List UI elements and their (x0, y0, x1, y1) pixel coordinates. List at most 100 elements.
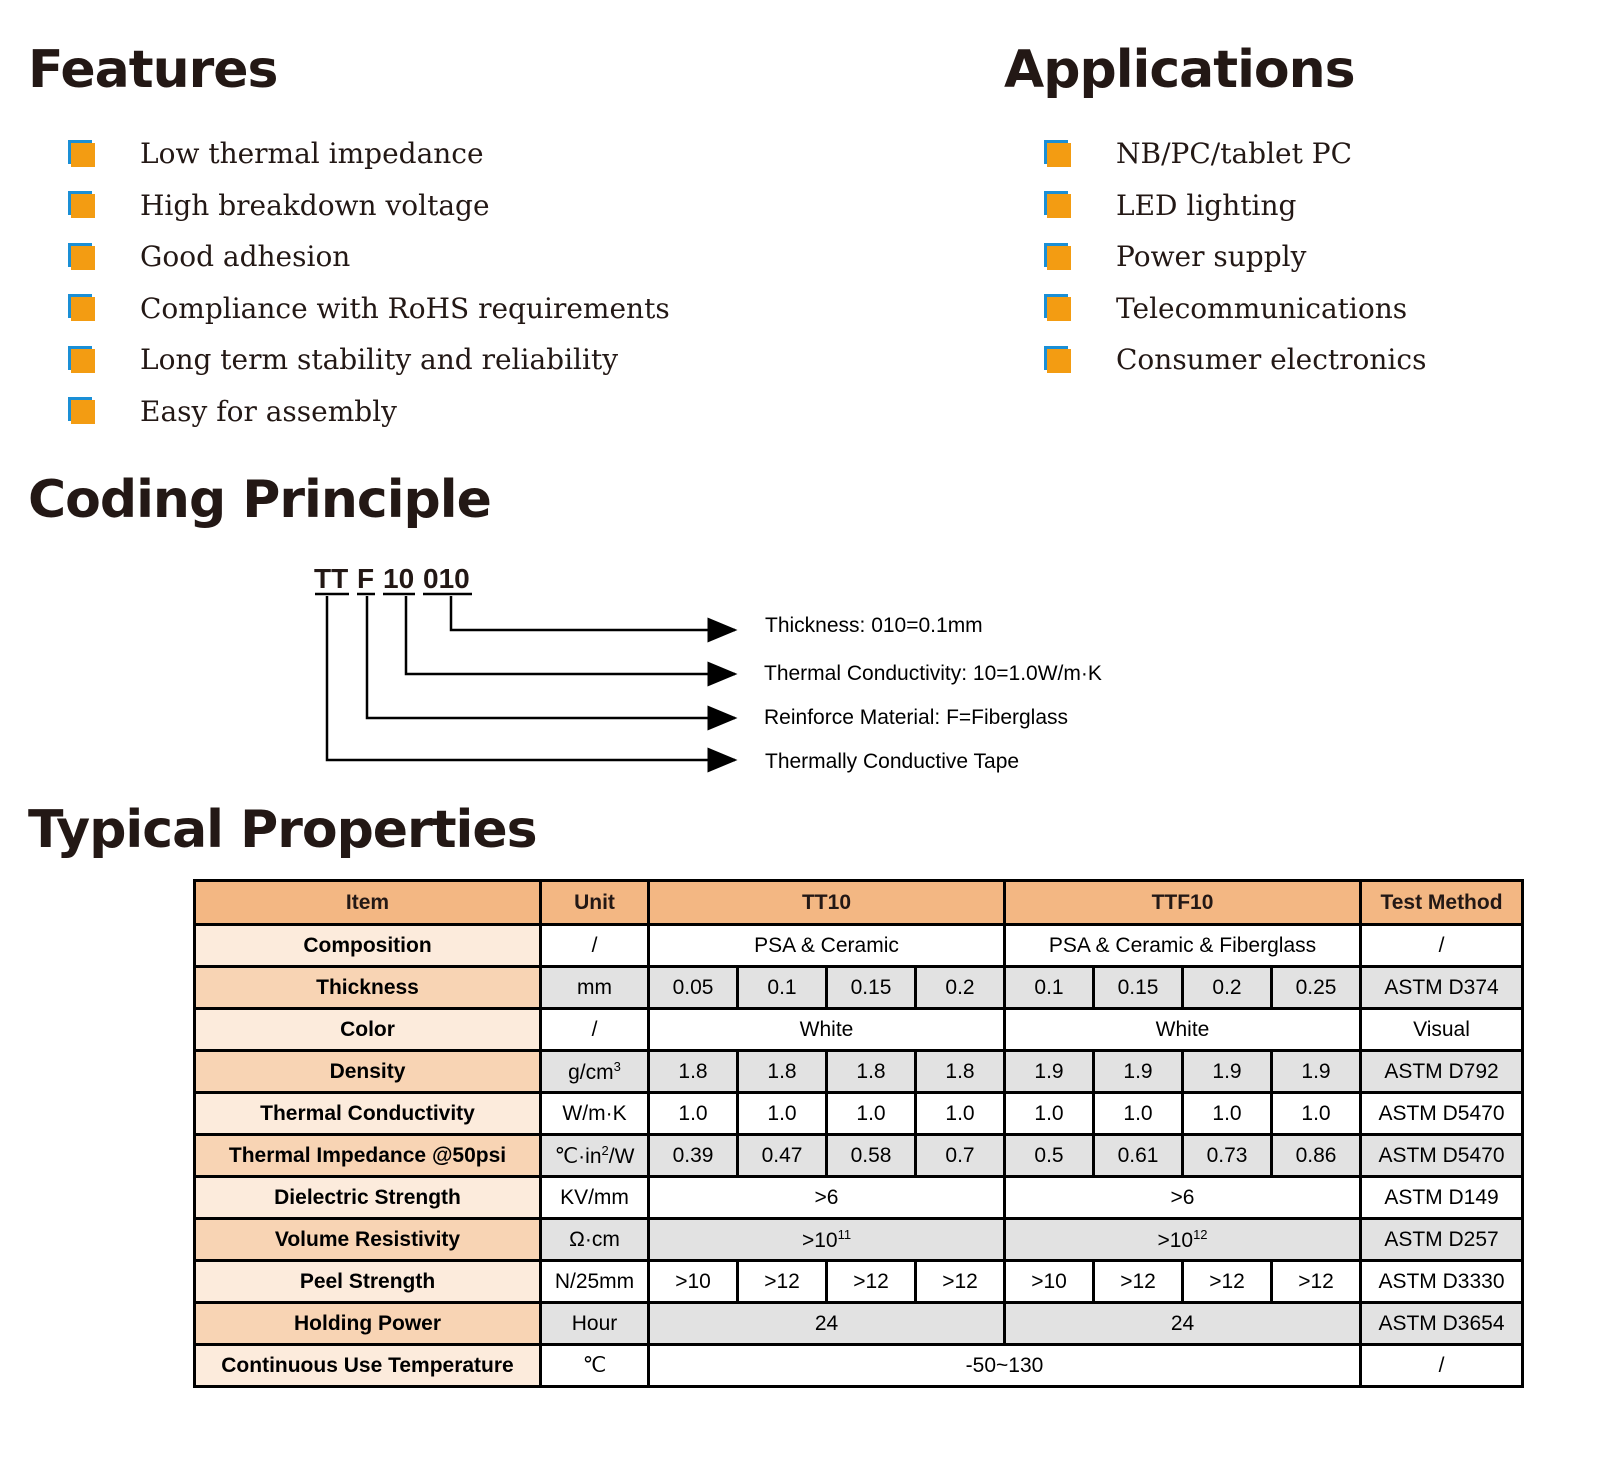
header-ttf10: TTF10 (1003, 879, 1362, 926)
table-cell: 1.9 (1181, 1049, 1273, 1094)
label-material: Reinforce Material: F=Fiberglass (764, 706, 1068, 729)
table-cell: ASTM D257 (1359, 1217, 1524, 1262)
feature-text: Compliance with RoHS requirements (140, 291, 670, 325)
cell-text: 1.9 (1212, 1059, 1242, 1083)
code-part-material: F (357, 563, 374, 594)
table-row: Thermal Impedance @50psi ℃·in2/W 0.39 0.47 0… (193, 1133, 1524, 1178)
cell-text: 0.1 (1034, 975, 1064, 999)
cell-text: 1.9 (1034, 1059, 1064, 1083)
table-cell: 1.0 (1181, 1091, 1273, 1136)
table-cell: 1.8 (647, 1049, 739, 1094)
cell-text: / (1438, 933, 1445, 957)
table-cell: 0.7 (914, 1133, 1006, 1178)
table-cell: 1.0 (736, 1091, 828, 1136)
cell-text: 0.5 (1034, 1143, 1064, 1167)
table-cell: 0.73 (1181, 1133, 1273, 1178)
table-cell: 1.8 (736, 1049, 828, 1094)
square-bullet-icon (1044, 345, 1072, 374)
cell-text: ASTM D149 (1384, 1185, 1499, 1209)
square-bullet-icon (68, 345, 96, 374)
cell-text: Volume Resistivity (274, 1227, 461, 1251)
table-cell: / (539, 1007, 650, 1052)
feature-text: Easy for assembly (140, 394, 397, 428)
table-cell: >10 (1003, 1259, 1095, 1304)
table-cell: 24 (1003, 1301, 1362, 1346)
table-cell: >10 (647, 1259, 739, 1304)
table-cell: ASTM D3330 (1359, 1259, 1524, 1304)
cell-text: 1.9 (1301, 1059, 1331, 1083)
table-cell: 1.9 (1092, 1049, 1184, 1094)
list-item: LED lighting (1036, 180, 1426, 232)
table-row: Dielectric Strength KV/mm >6 >6 ASTM D149 (193, 1175, 1524, 1220)
feature-text: High breakdown voltage (140, 188, 490, 222)
cell-text: 24 (814, 1311, 839, 1335)
table-cell: Peel Strength (193, 1259, 542, 1304)
cell-text: Thermal Impedance @50psi (228, 1143, 507, 1167)
cell-text: 0.86 (1295, 1143, 1337, 1167)
table-cell: >6 (1003, 1175, 1362, 1220)
superscript: 11 (837, 1226, 852, 1242)
superscript: 3 (613, 1058, 621, 1074)
applications-list: NB/PC/tablet PC LED lighting Power suppl… (1036, 128, 1426, 386)
cell-text: Thermal Conductivity (260, 1101, 475, 1125)
cell-text: 1.8 (856, 1059, 886, 1083)
square-bullet-icon (68, 191, 96, 219)
cell-text: Composition (303, 933, 432, 957)
cell-text: 1.0 (678, 1101, 708, 1125)
table-cell: Dielectric Strength (193, 1175, 542, 1220)
list-item: Easy for assembly (60, 386, 670, 438)
table-cell: Holding Power (193, 1301, 542, 1346)
cell-text: Continuous Use Temperature (221, 1353, 514, 1377)
cell-text: ASTM D5470 (1378, 1143, 1505, 1167)
table-cell: / (1359, 923, 1524, 968)
cell-text: 0.15 (1117, 975, 1159, 999)
label-conductivity: Thermal Conductivity: 10=1.0W/m·K (764, 662, 1102, 685)
applications-title: Applications (1004, 40, 1356, 100)
table-cell: ASTM D792 (1359, 1049, 1524, 1094)
table-cell: Color (193, 1007, 542, 1052)
header-item: Item (193, 879, 542, 926)
cell-text: 1.0 (767, 1101, 797, 1125)
square-bullet-icon (68, 294, 96, 322)
cell-text: 1.8 (767, 1059, 797, 1083)
table-cell: 1.9 (1270, 1049, 1362, 1094)
list-item: Power supply (1036, 231, 1426, 283)
cell-text: >12 (764, 1269, 800, 1293)
cell-text: >12 (1209, 1269, 1245, 1293)
cell-text: >12 (942, 1269, 978, 1293)
cell-text: N/25mm (554, 1269, 635, 1293)
table-cell: 0.25 (1270, 965, 1362, 1010)
table-cell: mm (539, 965, 650, 1010)
table-cell: 0.1 (1003, 965, 1095, 1010)
cell-text: 0.2 (1212, 975, 1242, 999)
cell-text: 1.9 (1123, 1059, 1153, 1083)
table-cell: 0.39 (647, 1133, 739, 1178)
cell-text: >12 (1120, 1269, 1156, 1293)
table-cell: 0.15 (825, 965, 917, 1010)
table-cell: 1.9 (1003, 1049, 1095, 1094)
cell-text: 0.73 (1206, 1143, 1248, 1167)
square-bullet-icon (68, 397, 96, 425)
table-cell: ASTM D3654 (1359, 1301, 1524, 1346)
table-cell: 0.15 (1092, 965, 1184, 1010)
application-text: LED lighting (1116, 188, 1297, 222)
table-cell: ℃·in2/W (539, 1133, 650, 1178)
table-cell: 1.0 (647, 1091, 739, 1136)
square-bullet-icon (1044, 191, 1072, 219)
square-bullet-icon (68, 242, 96, 271)
cell-text: ASTM D374 (1384, 975, 1499, 999)
table-cell: 1.0 (825, 1091, 917, 1136)
table-cell: PSA & Ceramic & Fiberglass (1003, 923, 1362, 968)
table-row: Composition / PSA & Ceramic PSA & Ceramic &… (193, 923, 1524, 968)
cell-text: ASTM D3330 (1378, 1269, 1505, 1293)
superscript: 2 (601, 1142, 609, 1158)
cell-text: 0.39 (672, 1143, 714, 1167)
square-bullet-icon (68, 139, 96, 168)
cell-text: White (799, 1017, 854, 1041)
list-item: High breakdown voltage (60, 180, 670, 232)
cell-text: >10 (1157, 1228, 1194, 1252)
cell-text: / (1438, 1353, 1445, 1377)
table-cell: White (1003, 1007, 1362, 1052)
table-cell: Ω·cm (539, 1217, 650, 1262)
application-text: NB/PC/tablet PC (1116, 137, 1353, 171)
